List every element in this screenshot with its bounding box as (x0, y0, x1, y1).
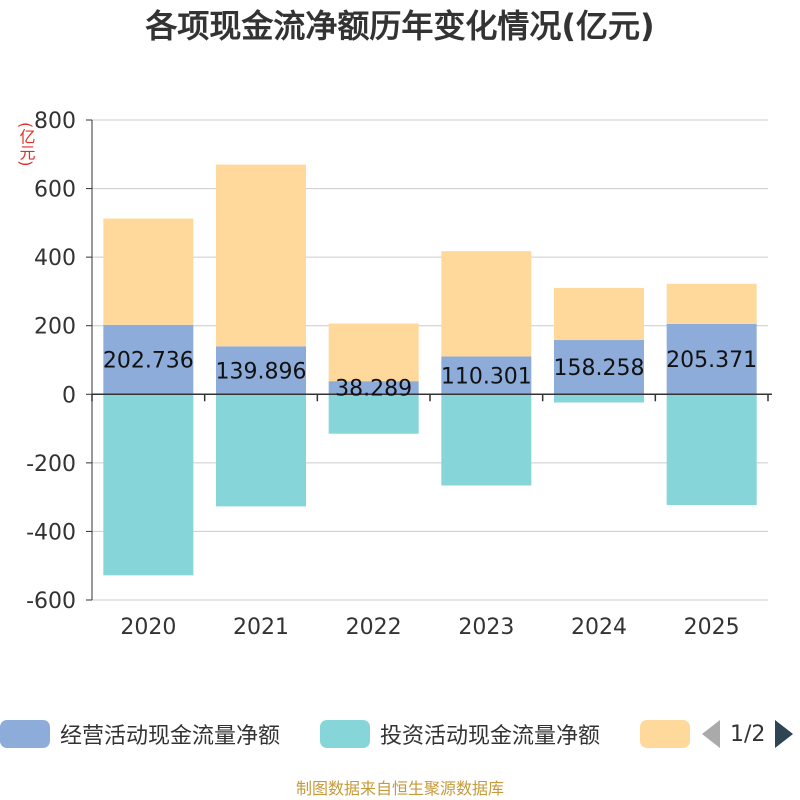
bar-series0-2020 (103, 324, 194, 395)
bar-series1-2022 (328, 394, 419, 434)
y-axis-unit-label: (亿元) (17, 122, 36, 166)
bar-series2-2020 (103, 218, 194, 325)
legend-item-operating[interactable]: 经营活动现金流量净额 (0, 712, 280, 756)
legend-label-investing: 投资活动现金流量净额 (380, 724, 601, 749)
bar-series0-2022 (328, 381, 419, 395)
y-tick-label: -600 (26, 589, 76, 614)
chart-title: 各项现金流净额历年变化情况(亿元) (145, 7, 655, 45)
y-tick-label: 200 (34, 315, 76, 340)
bar-series1-2020 (103, 394, 194, 576)
x-tick-label: 2021 (233, 615, 289, 640)
data-source-note: 制图数据来自恒生聚源数据库 (295, 779, 504, 798)
x-tick-label: 2022 (346, 615, 402, 640)
bar-series0-2025 (666, 323, 757, 395)
legend-label-operating: 经营活动现金流量净额 (60, 724, 281, 749)
legend-swatch-financing (640, 720, 690, 748)
x-tick-label: 2023 (458, 615, 514, 640)
legend-item-financing[interactable] (640, 712, 690, 756)
y-tick-label: -400 (26, 520, 76, 545)
legend-item-investing[interactable]: 投资活动现金流量净额 (320, 712, 600, 756)
legend-next-page-icon[interactable] (775, 720, 794, 748)
legend-prev-page-icon[interactable] (702, 720, 720, 748)
legend-page-indicator: 1/2 (730, 721, 766, 747)
bar-series2-2022 (328, 323, 419, 382)
y-tick-label: 800 (34, 109, 76, 134)
data-label: 139.896 (216, 359, 307, 384)
x-tick-label: 2020 (120, 615, 176, 640)
legend-swatch-investing (320, 720, 370, 748)
data-label: 158.258 (554, 356, 645, 381)
legend: 经营活动现金流量净额 投资活动现金流量净额 1/2 (0, 712, 800, 756)
y-tick-label: 0 (62, 383, 76, 408)
y-tick-label: -200 (26, 452, 76, 477)
bar-series1-2021 (216, 394, 306, 507)
x-tick-label: 2025 (684, 615, 740, 640)
legend-swatch-operating (0, 720, 50, 748)
bar-series0-2021 (216, 346, 306, 395)
x-tick-label: 2024 (571, 615, 627, 640)
data-label: 110.301 (441, 364, 532, 389)
data-label: 205.371 (666, 348, 757, 373)
bar-series2-2025 (666, 283, 757, 324)
data-label: 202.736 (103, 349, 194, 374)
y-tick-label: 600 (34, 178, 76, 203)
legend-pager: 1/2 (702, 718, 794, 750)
bar-series2-2021 (216, 164, 306, 347)
bar-series2-2024 (554, 287, 644, 341)
y-tick-label: 400 (34, 246, 76, 271)
bar-series0-2023 (441, 356, 532, 395)
bar-chart: 800 600 400 200 0 -200 -400 -600 (亿元) 2020 2021 202… (17, 109, 772, 640)
bar-series1-2024 (554, 394, 644, 403)
bar-series1-2025 (666, 394, 757, 506)
bar-series1-2023 (441, 394, 532, 486)
data-label: 38.289 (335, 377, 412, 402)
bar-series0-2024 (554, 340, 644, 395)
bar-series2-2023 (441, 251, 532, 357)
